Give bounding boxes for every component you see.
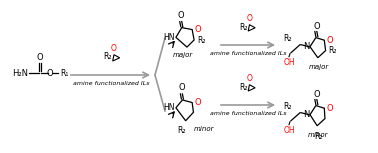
Text: HN: HN — [163, 33, 175, 42]
Text: R₂: R₂ — [197, 36, 206, 45]
Text: amine functionalized ILs: amine functionalized ILs — [73, 81, 150, 86]
Text: R₂: R₂ — [283, 102, 291, 111]
Text: major: major — [173, 52, 193, 58]
Text: HN: HN — [163, 103, 175, 112]
Text: major: major — [309, 64, 329, 70]
Text: O: O — [246, 75, 253, 84]
Text: O: O — [194, 98, 201, 107]
Text: O: O — [178, 83, 185, 92]
Text: N: N — [303, 42, 309, 51]
Text: minor: minor — [308, 132, 328, 138]
Text: OH: OH — [283, 126, 295, 135]
Text: O: O — [313, 22, 320, 31]
Text: O: O — [111, 45, 117, 53]
Text: R₂: R₂ — [103, 52, 112, 61]
Text: minor: minor — [194, 126, 214, 132]
Text: R₂: R₂ — [314, 132, 322, 141]
Text: O: O — [326, 36, 333, 45]
Text: O: O — [246, 15, 253, 23]
Text: O: O — [326, 104, 333, 113]
Text: R₂: R₂ — [328, 46, 337, 55]
Text: N: N — [303, 110, 309, 119]
Text: O: O — [177, 11, 184, 20]
Text: O: O — [37, 53, 43, 62]
Text: R₂: R₂ — [283, 34, 291, 43]
Text: O: O — [47, 69, 53, 78]
Text: R₁: R₁ — [60, 69, 68, 78]
Text: R₂: R₂ — [177, 126, 186, 135]
Text: amine functionalized ILs: amine functionalized ILs — [210, 111, 286, 116]
Text: R₂: R₂ — [239, 23, 247, 32]
Text: O: O — [194, 25, 201, 34]
Text: R₂: R₂ — [239, 83, 247, 92]
Text: H₂N: H₂N — [12, 69, 28, 78]
Text: O: O — [313, 90, 320, 99]
Text: amine functionalized ILs: amine functionalized ILs — [210, 51, 286, 56]
Text: OH: OH — [283, 58, 295, 67]
